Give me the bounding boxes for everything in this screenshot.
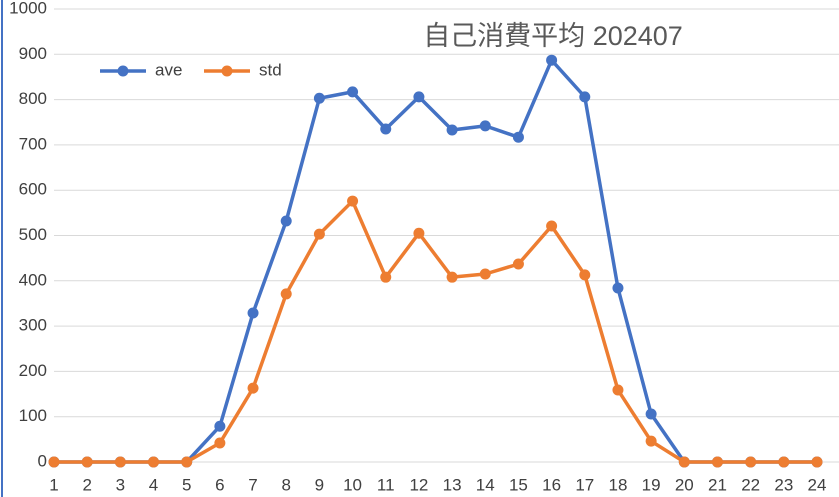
point — [645, 435, 657, 447]
x-tick-label: 15 — [509, 475, 528, 494]
point — [48, 456, 60, 468]
point — [247, 382, 259, 394]
x-tick-label: 12 — [409, 475, 428, 494]
point — [579, 269, 591, 281]
point — [546, 220, 558, 232]
point — [280, 215, 292, 227]
x-tick-label: 4 — [149, 475, 158, 494]
point — [347, 86, 359, 98]
point — [512, 131, 524, 143]
x-tick-label: 6 — [215, 475, 224, 494]
point — [280, 288, 292, 300]
point — [114, 456, 126, 468]
x-tick-label: 22 — [741, 475, 760, 494]
legend-marker — [221, 65, 233, 77]
x-tick-label: 18 — [608, 475, 627, 494]
y-tick-label: 700 — [19, 134, 47, 153]
y-tick-label: 900 — [19, 44, 47, 63]
series-line — [54, 199, 817, 464]
point — [446, 124, 458, 136]
x-tick-label: 8 — [281, 475, 290, 494]
y-tick-label: 200 — [19, 361, 47, 380]
x-tick-label: 10 — [343, 475, 362, 494]
point — [711, 456, 723, 468]
y-tick-label: 600 — [19, 180, 47, 199]
point — [612, 384, 624, 396]
point — [380, 123, 392, 135]
point — [247, 307, 259, 319]
y-tick-label: 1000 — [9, 0, 47, 17]
point — [579, 91, 591, 103]
x-tick-label: 9 — [315, 475, 324, 494]
legend-label: std — [259, 60, 282, 79]
point — [380, 271, 392, 283]
point — [347, 195, 359, 207]
x-tick-label: 19 — [642, 475, 661, 494]
y-tick-label: 400 — [19, 270, 47, 289]
x-tick-label: 17 — [575, 475, 594, 494]
point — [413, 91, 425, 103]
point — [181, 456, 193, 468]
x-tick-label: 11 — [377, 475, 395, 494]
point — [313, 92, 325, 104]
y-tick-label: 0 — [38, 451, 47, 470]
point — [81, 456, 93, 468]
point — [214, 420, 226, 432]
point — [479, 268, 491, 280]
point — [745, 456, 757, 468]
point — [479, 120, 491, 132]
x-tick-label: 14 — [476, 475, 495, 494]
y-tick-label: 500 — [19, 225, 47, 244]
point — [446, 271, 458, 283]
x-tick-label: 24 — [808, 475, 827, 494]
point — [214, 437, 226, 449]
y-tick-label: 800 — [19, 89, 47, 108]
point — [612, 282, 624, 294]
x-tick-label: 7 — [248, 475, 257, 494]
x-tick-label: 20 — [675, 475, 694, 494]
x-tick-label: 23 — [774, 475, 793, 494]
x-tick-label: 21 — [708, 475, 727, 494]
x-tick-label: 5 — [182, 475, 191, 494]
point — [546, 54, 558, 66]
point — [778, 456, 790, 468]
legend-marker — [117, 65, 129, 77]
x-tick-label: 1 — [49, 475, 58, 494]
chart-title: 自己消費平均 202407 — [423, 21, 683, 51]
point — [645, 408, 657, 420]
point — [678, 456, 690, 468]
x-tick-label: 3 — [116, 475, 125, 494]
x-tick-label: 16 — [542, 475, 561, 494]
legend-label: ave — [155, 60, 182, 79]
point — [811, 456, 823, 468]
point — [148, 456, 160, 468]
point — [512, 258, 524, 270]
series-line — [54, 58, 817, 464]
x-tick-label: 2 — [82, 475, 91, 494]
point — [313, 228, 325, 240]
y-tick-label: 100 — [19, 406, 47, 425]
point — [413, 227, 425, 239]
y-tick-label: 300 — [19, 316, 47, 335]
x-tick-label: 13 — [443, 475, 462, 494]
